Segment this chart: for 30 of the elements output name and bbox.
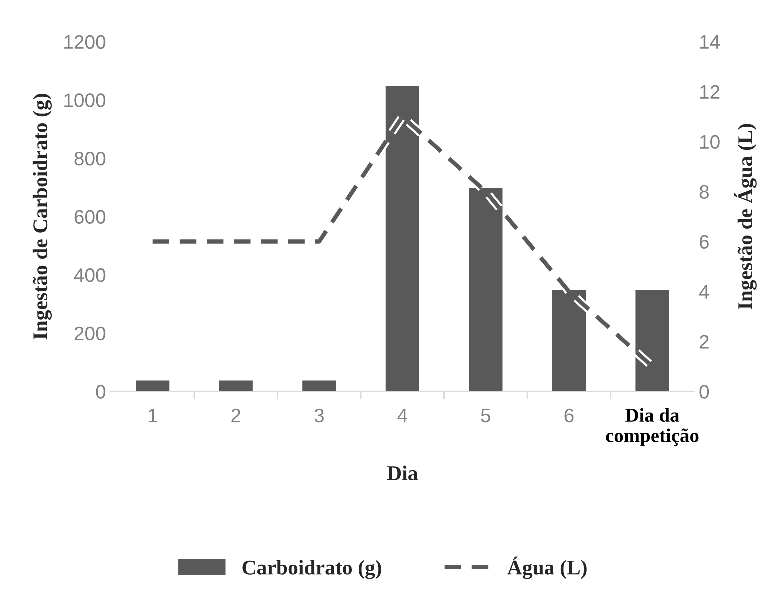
y-tick-label: 0: [96, 385, 106, 399]
bar: [134, 379, 172, 392]
legend-label: Água (L): [508, 556, 587, 580]
y2-tick-label: 2: [700, 335, 709, 349]
x-axis-title: Dia: [387, 466, 418, 480]
x-tick-label: 5: [481, 409, 491, 423]
y2-tick-label: 8: [700, 185, 709, 200]
legend-label: Carboidrato (g): [242, 560, 382, 580]
y-tick-label: 600: [74, 210, 106, 224]
y-tick-label: 400: [74, 268, 106, 282]
y2-tick-label: 0: [700, 385, 710, 399]
x-tick-label: 1: [148, 409, 158, 422]
x-tick-label: 4: [398, 409, 408, 422]
x-tick-label: Dia da competição: [606, 408, 699, 446]
x-tick-label: 2: [232, 408, 241, 422]
y-tick-label: 200: [74, 326, 106, 341]
y2-tick-label: 4: [699, 285, 710, 299]
y2-tick-label: 6: [700, 235, 709, 249]
x-tick-label: 6: [564, 408, 574, 423]
bar: [218, 379, 254, 392]
y2-tick-label: 12: [700, 85, 720, 99]
bar: [301, 379, 338, 392]
x-tick-label: 3: [314, 408, 324, 423]
y2-tick-label: 10: [700, 135, 720, 150]
y2-tick-label: 14: [700, 36, 720, 49]
y-tick-label: 1000: [64, 94, 106, 108]
y2-axis-title: Ingestão de Água (L): [734, 124, 757, 310]
y-axis-title: Ingestão de Carboidrato (g): [32, 94, 52, 340]
y-tick-label: 1200: [64, 35, 106, 50]
y-tick-label: 800: [74, 152, 106, 166]
